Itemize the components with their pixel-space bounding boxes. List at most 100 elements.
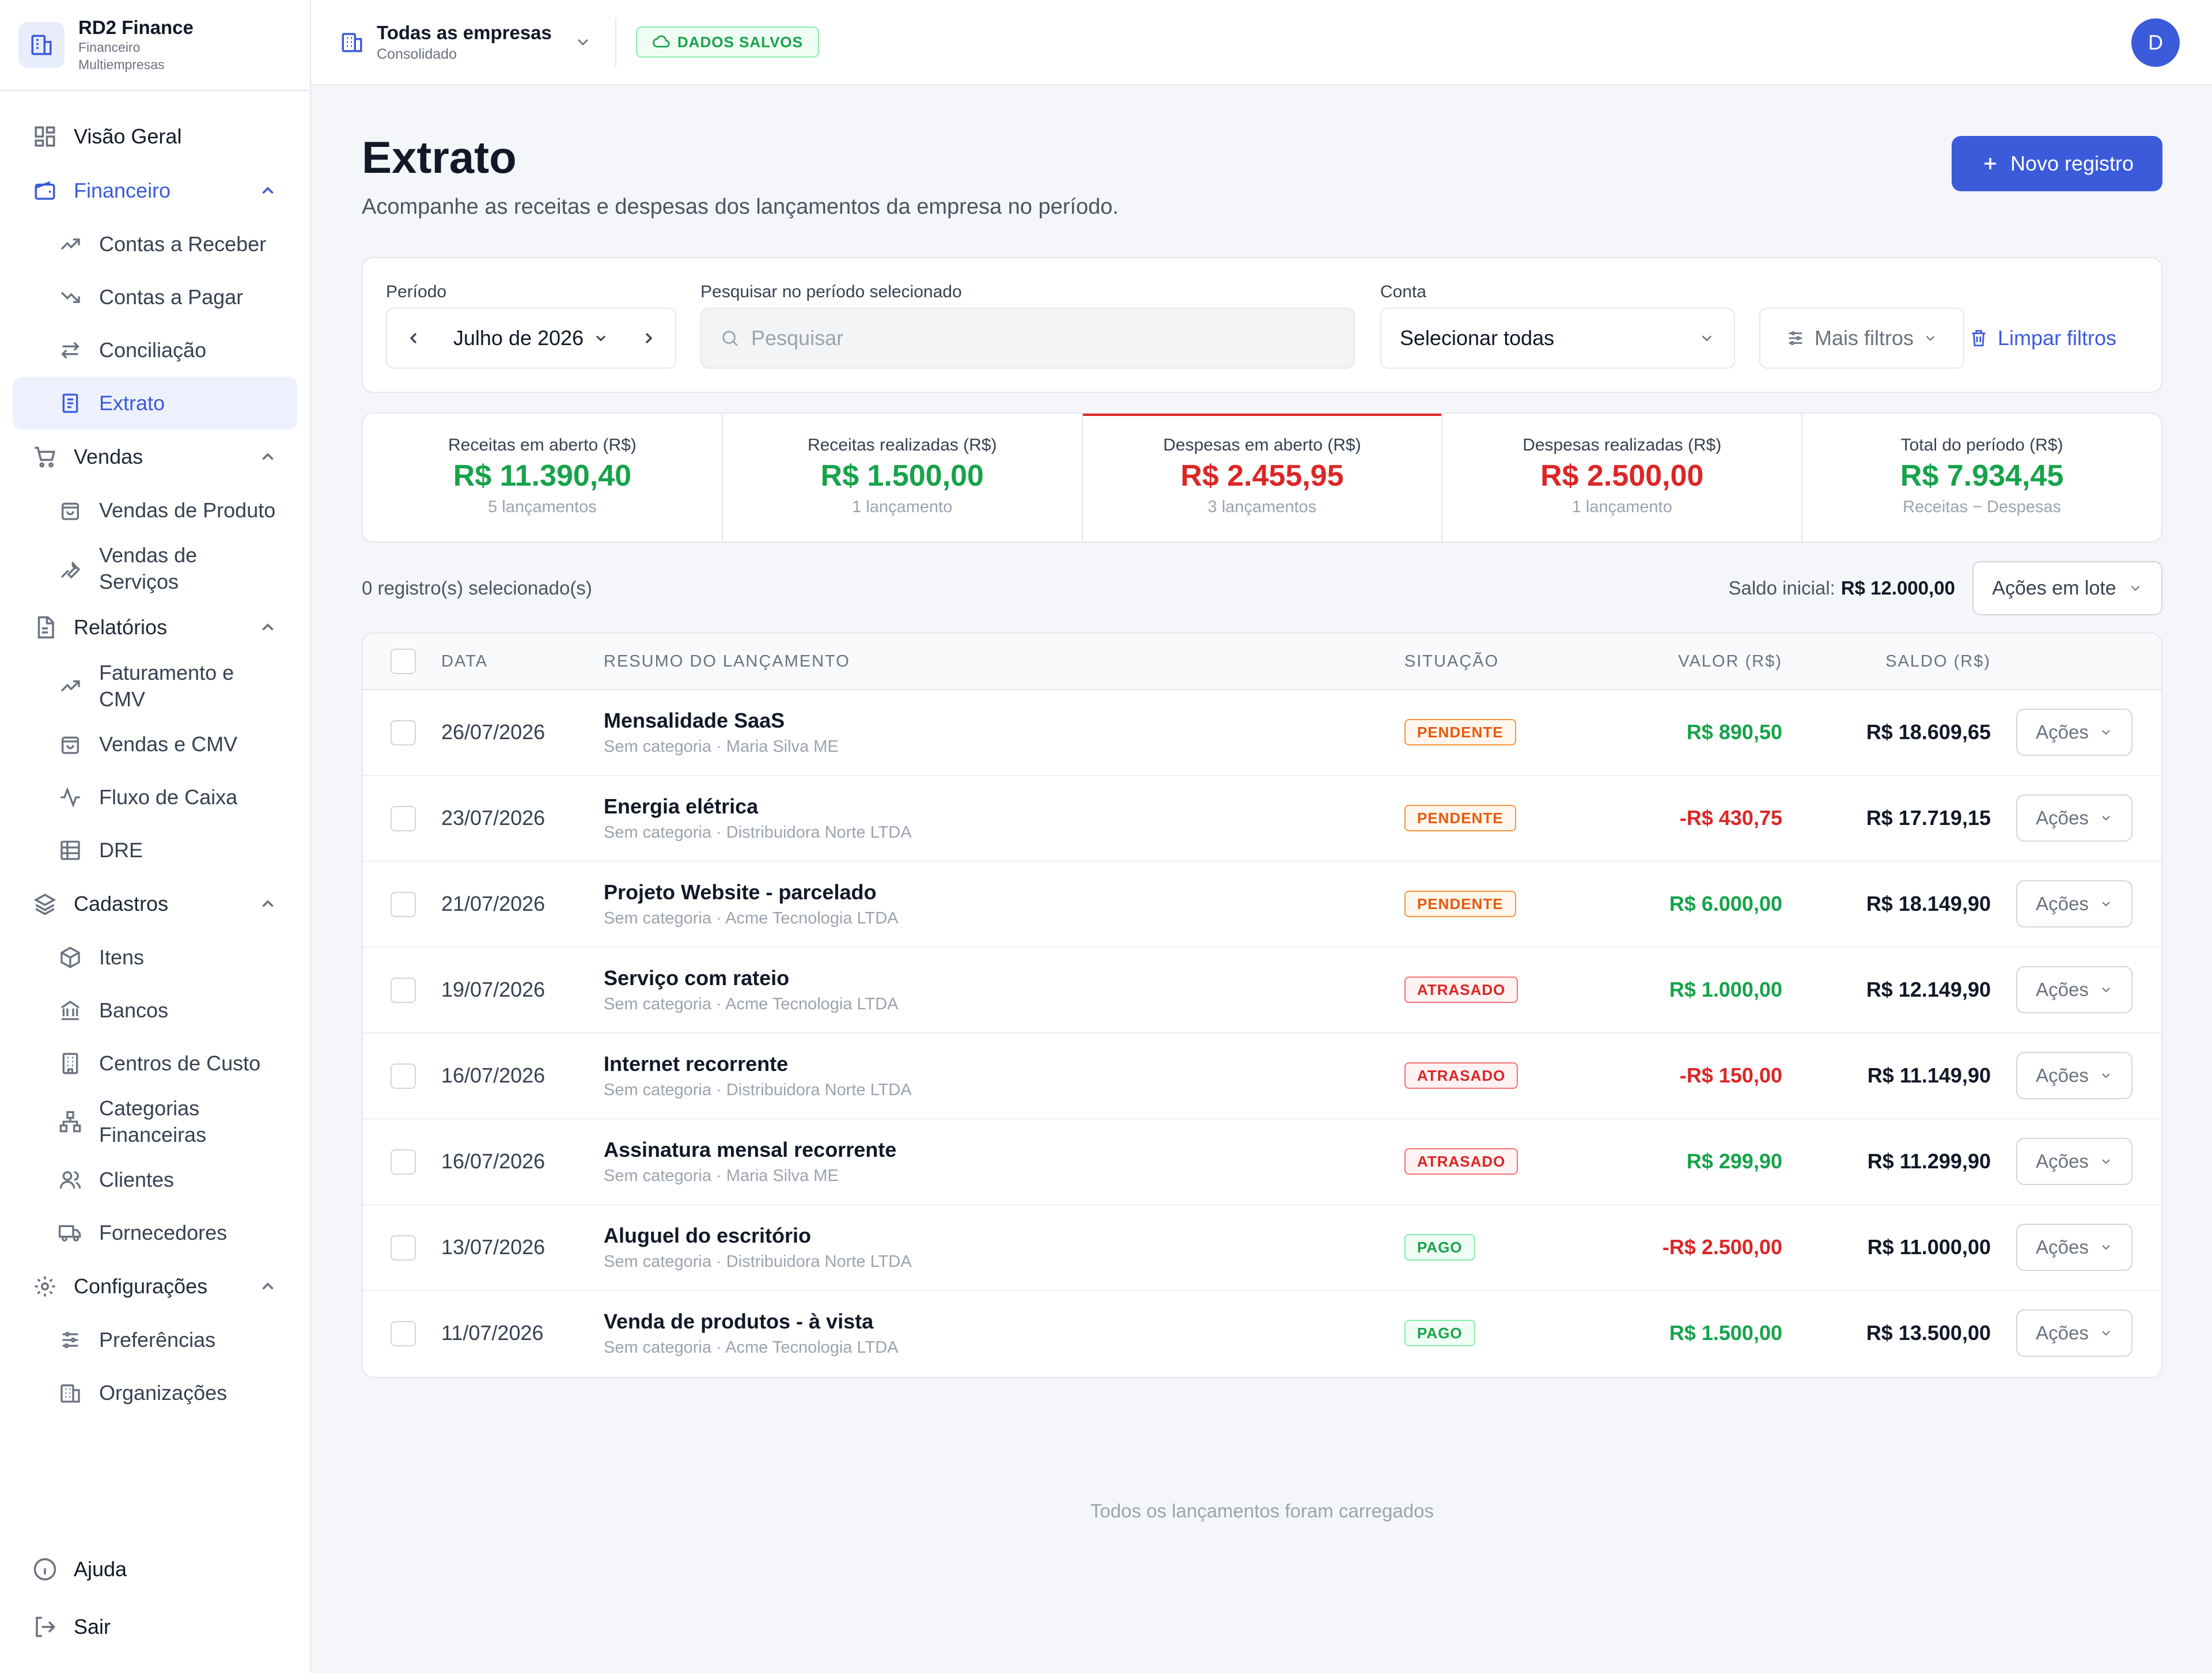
- new-record-label: Novo registro: [2010, 152, 2134, 175]
- sidebar-item-label: Sair: [74, 1615, 111, 1638]
- sidebar-item-contas-receber[interactable]: Contas a Receber: [13, 218, 297, 271]
- row-actions-button[interactable]: Ações: [2016, 1224, 2133, 1271]
- company-selector[interactable]: Todas as empresas Consolidado: [340, 22, 592, 63]
- sidebar-item-logout[interactable]: Sair: [0, 1598, 310, 1656]
- new-record-button[interactable]: Novo registro: [1952, 136, 2162, 191]
- period-value: Julho de 2026: [453, 326, 584, 350]
- row-actions-button[interactable]: Ações: [2016, 794, 2133, 842]
- chevron-down-icon: [2099, 983, 2113, 997]
- row-meta: Sem categoria · Acme Tecnologia LTDA: [604, 1338, 899, 1357]
- sidebar-item-clientes[interactable]: Clientes: [13, 1153, 297, 1206]
- row-balance: R$ 11.149,90: [1867, 1063, 1991, 1087]
- stat-subtext: 3 lançamentos: [1207, 498, 1317, 516]
- stat-card-despesas-aberto: Despesas em aberto (R$) R$ 2.455,95 3 la…: [1082, 414, 1443, 542]
- trash-icon: [1969, 328, 1988, 348]
- sidebar-item-extrato[interactable]: Extrato: [13, 377, 297, 430]
- chevron-up-icon: [258, 447, 278, 467]
- sidebar-item-label: Vendas e CMV: [99, 732, 238, 756]
- sidebar-section-vendas[interactable]: Vendas: [0, 430, 310, 484]
- hierarchy-icon: [56, 1108, 84, 1135]
- sidebar-item-dre[interactable]: DRE: [13, 824, 297, 877]
- table-row: 16/07/2026 Internet recorrente Sem categ…: [363, 1034, 2161, 1119]
- row-checkbox[interactable]: [391, 1235, 416, 1261]
- row-actions-label: Ações: [2036, 893, 2089, 914]
- sidebar-footer: Ajuda Sair: [0, 1540, 310, 1656]
- sidebar-section-financeiro[interactable]: Financeiro: [0, 164, 310, 218]
- company-name: Todas as empresas: [377, 21, 552, 43]
- sidebar-section-cadastros[interactable]: Cadastros: [0, 877, 310, 931]
- column-header-value: VALOR (R$): [1678, 652, 1782, 671]
- sidebar-item-fornecedores[interactable]: Fornecedores: [13, 1206, 297, 1259]
- clear-filters-button[interactable]: Limpar filtros: [1969, 308, 2116, 369]
- row-checkbox[interactable]: [391, 1149, 416, 1175]
- status-badge: PAGO: [1404, 1234, 1475, 1261]
- row-actions-button[interactable]: Ações: [2016, 880, 2133, 928]
- plus-icon: [1980, 154, 2000, 173]
- table-row: 21/07/2026 Projeto Website - parcelado S…: [363, 862, 2161, 948]
- sidebar-item-overview[interactable]: Visão Geral: [0, 109, 310, 164]
- sidebar-section-configuracoes[interactable]: Configurações: [0, 1259, 310, 1314]
- sidebar-item-label: Vendas de Produto: [99, 498, 276, 522]
- sidebar-item-conciliacao[interactable]: Conciliação: [13, 324, 297, 377]
- sidebar-item-centros-custo[interactable]: Centros de Custo: [13, 1037, 297, 1090]
- row-actions-button[interactable]: Ações: [2016, 966, 2133, 1013]
- period-picker: Julho de 2026: [386, 308, 676, 369]
- row-value: -R$ 2.500,00: [1662, 1235, 1782, 1259]
- row-checkbox[interactable]: [391, 892, 416, 917]
- all-loaded-note: Todos os lançamentos foram carregados: [1090, 1500, 1434, 1521]
- sidebar-section-label: Vendas: [74, 445, 143, 468]
- sidebar-item-label: DRE: [99, 838, 143, 862]
- select-all-checkbox[interactable]: [391, 649, 416, 674]
- stat-label: Receitas em aberto (R$): [448, 436, 637, 455]
- row-balance: R$ 18.609,65: [1866, 720, 1991, 744]
- row-checkbox[interactable]: [391, 978, 416, 1003]
- sidebar-item-preferencias[interactable]: Preferências: [13, 1314, 297, 1367]
- status-badge: PAGO: [1404, 1320, 1475, 1346]
- status-badge: PENDENTE: [1404, 891, 1516, 917]
- row-actions-button[interactable]: Ações: [2016, 1052, 2133, 1099]
- row-checkbox[interactable]: [391, 1321, 416, 1346]
- status-badge: PENDENTE: [1404, 719, 1516, 745]
- row-actions-button[interactable]: Ações: [2016, 709, 2133, 756]
- row-checkbox[interactable]: [391, 720, 416, 745]
- sidebar-item-help[interactable]: Ajuda: [0, 1540, 310, 1598]
- sidebar-item-organizacoes[interactable]: Organizações: [13, 1367, 297, 1420]
- account-select[interactable]: Selecionar todas: [1380, 308, 1735, 369]
- chevron-down-icon: [593, 330, 609, 346]
- row-checkbox[interactable]: [391, 1063, 416, 1089]
- row-checkbox[interactable]: [391, 806, 416, 831]
- stat-label: Despesas realizadas (R$): [1522, 436, 1722, 455]
- chevron-right-icon[interactable]: [639, 329, 658, 347]
- sidebar-item-vendas-servicos[interactable]: Vendas de Serviços: [13, 537, 297, 600]
- table-row: 26/07/2026 Mensalidade SaaS Sem categori…: [363, 690, 2161, 776]
- sidebar-item-vendas-produto[interactable]: Vendas de Produto: [13, 484, 297, 537]
- building-icon: [18, 22, 65, 68]
- sidebar-item-categorias-financeiras[interactable]: Categorias Financeiras: [13, 1090, 297, 1153]
- row-value: R$ 1.500,00: [1669, 1321, 1782, 1345]
- account-value: Selecionar todas: [1400, 326, 1555, 350]
- sidebar-item-faturamento-cmv[interactable]: Faturamento e CMV: [13, 654, 297, 718]
- table-row: 11/07/2026 Venda de produtos - à vista S…: [363, 1291, 2161, 1377]
- stat-card-receitas-realizadas: Receitas realizadas (R$) R$ 1.500,00 1 l…: [723, 414, 1083, 542]
- stat-card-total-periodo: Total do período (R$) R$ 7.934,45 Receit…: [1802, 414, 2161, 542]
- row-meta: Sem categoria · Acme Tecnologia LTDA: [604, 995, 899, 1013]
- stat-subtext: 5 lançamentos: [488, 498, 597, 516]
- sidebar-section-relatorios[interactable]: Relatórios: [0, 600, 310, 654]
- sidebar-item-label: Itens: [99, 945, 145, 969]
- row-title: Aluguel do escritório: [604, 1224, 812, 1247]
- sidebar-item-contas-pagar[interactable]: Contas a Pagar: [13, 271, 297, 324]
- more-filters-button[interactable]: Mais filtros: [1759, 308, 1964, 369]
- table-icon: [56, 836, 84, 864]
- sidebar-item-fluxo-caixa[interactable]: Fluxo de Caixa: [13, 771, 297, 824]
- period-select[interactable]: Julho de 2026: [453, 326, 609, 350]
- batch-actions-button[interactable]: Ações em lote: [1972, 561, 2162, 615]
- sidebar-item-itens[interactable]: Itens: [13, 931, 297, 984]
- row-actions-button[interactable]: Ações: [2016, 1138, 2133, 1185]
- sidebar-item-bancos[interactable]: Bancos: [13, 984, 297, 1037]
- avatar[interactable]: D: [2131, 18, 2180, 67]
- chevron-left-icon[interactable]: [404, 329, 423, 347]
- search-input[interactable]: Pesquisar: [700, 308, 1355, 369]
- sidebar-item-vendas-cmv[interactable]: Vendas e CMV: [13, 718, 297, 771]
- row-actions-button[interactable]: Ações: [2016, 1309, 2133, 1357]
- stat-value: R$ 2.500,00: [1540, 459, 1704, 493]
